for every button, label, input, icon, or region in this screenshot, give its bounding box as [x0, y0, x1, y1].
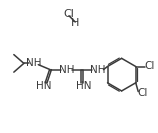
Text: H: H [71, 18, 79, 28]
Text: NH: NH [59, 65, 74, 75]
Text: NH: NH [90, 65, 106, 75]
Text: HN: HN [76, 81, 92, 91]
Text: Cl: Cl [138, 88, 148, 98]
Text: HN: HN [36, 81, 52, 91]
Text: Cl: Cl [64, 9, 74, 19]
Text: Cl: Cl [144, 61, 155, 72]
Text: NH: NH [26, 58, 42, 68]
